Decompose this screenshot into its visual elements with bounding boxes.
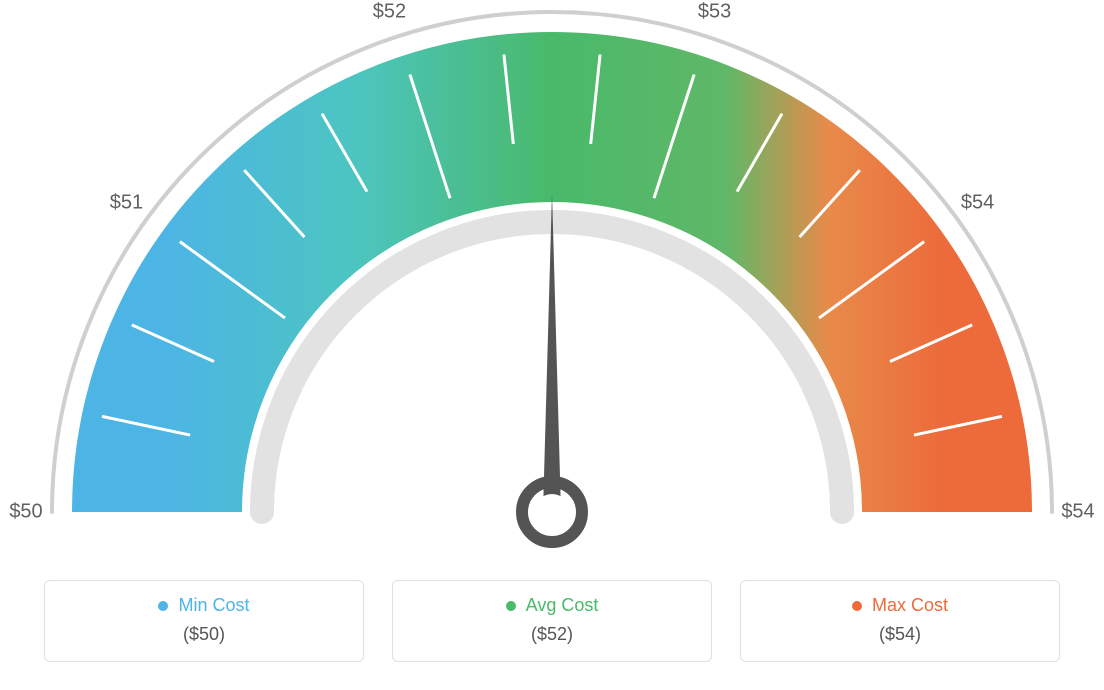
gauge-area: $50$51$52$52$53$54$54: [0, 0, 1104, 560]
legend-value-avg: ($52): [531, 624, 573, 645]
legend-value-max: ($54): [879, 624, 921, 645]
scale-label: $50: [9, 501, 42, 524]
legend-value-min: ($50): [183, 624, 225, 645]
dot-avg: [506, 601, 516, 611]
dot-min: [158, 601, 168, 611]
dot-max: [852, 601, 862, 611]
scale-label: $54: [961, 191, 994, 214]
gauge-svg: [0, 0, 1104, 580]
legend-label-avg: Avg Cost: [526, 595, 599, 616]
scale-label: $54: [1061, 501, 1094, 524]
cost-gauge-chart: $50$51$52$52$53$54$54 Min Cost ($50) Avg…: [0, 0, 1104, 690]
legend-label-min: Min Cost: [178, 595, 249, 616]
scale-label: $51: [110, 191, 143, 214]
legend-card-min: Min Cost ($50): [44, 580, 364, 662]
legend-card-max: Max Cost ($54): [740, 580, 1060, 662]
legend-card-avg: Avg Cost ($52): [392, 580, 712, 662]
scale-label: $53: [698, 0, 731, 23]
legend-row: Min Cost ($50) Avg Cost ($52) Max Cost (…: [0, 580, 1104, 662]
legend-label-max: Max Cost: [872, 595, 948, 616]
scale-label: $52: [373, 0, 406, 23]
